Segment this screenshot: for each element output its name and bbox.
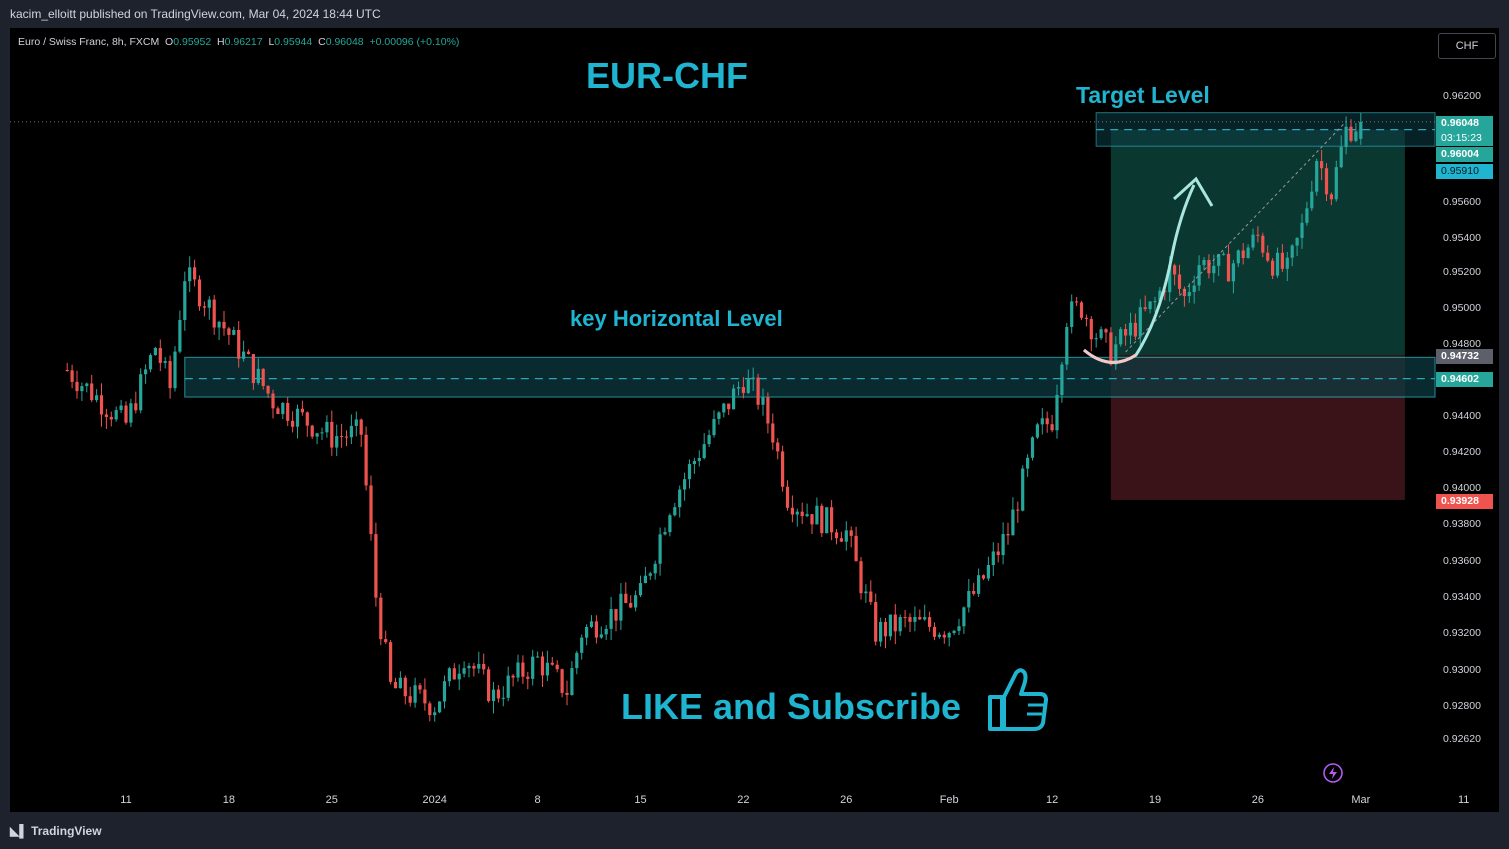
legend-high: 0.96217 [224,36,263,48]
key-level-label: key Horizontal Level [570,306,783,331]
footer-bar: ◣▌ TradingView [0,812,1509,849]
publish-info: kacim_elloitt published on TradingView.c… [10,7,381,21]
entry-price-tag: 0.94732 [1436,349,1493,364]
cta-text: LIKE and Subscribe [621,686,962,727]
legend-symbol: Euro / Swiss Franc, 8h, FXCM [18,36,160,48]
thumbs-up-icon [988,668,1048,731]
legend-c-label: C [318,36,326,48]
target-low-tag: 0.95910 [1436,164,1493,179]
currency-button[interactable]: CHF [1438,33,1496,59]
tradingview-logo[interactable]: ◣▌ TradingView [10,824,102,838]
legend-o-label: O [165,36,174,48]
legend-change: +0.00096 (+0.10%) [369,36,460,48]
tradingview-logo-icon: ◣▌ [10,824,32,838]
legend-h-label: H [217,36,225,48]
last-price-tag: 0.96048 [1436,116,1493,131]
legend-low: 0.95944 [274,36,313,48]
lightning-icon[interactable] [1322,762,1344,784]
countdown-tag: 03:15:23 [1436,131,1493,146]
time-axis[interactable] [10,784,1437,812]
legend-close: 0.96048 [325,36,364,48]
key-level-tag: 0.94602 [1436,372,1493,387]
symbol-legend: Euro / Swiss Franc, 8h, FXCM O0.95952 H0… [18,36,459,48]
tradingview-logo-text: TradingView [31,824,102,838]
legend-open: 0.95952 [173,36,212,48]
publish-header: kacim_elloitt published on TradingView.c… [0,0,1509,28]
legend-l-label: L [268,36,275,48]
target-price-tag: 0.96004 [1436,147,1493,162]
stop-price-tag: 0.93928 [1436,494,1493,509]
target-level-label: Target Level [1076,82,1210,108]
chart-title: EUR-CHF [586,55,748,96]
